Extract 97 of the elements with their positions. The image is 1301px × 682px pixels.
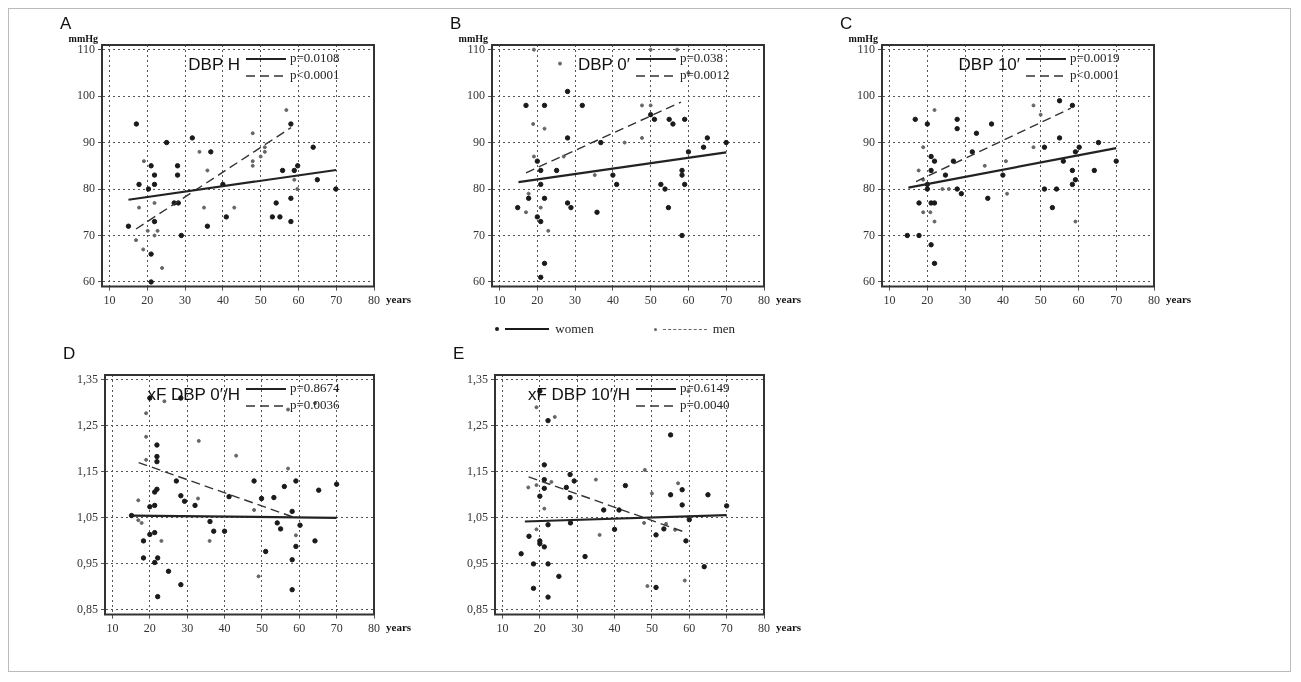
- x-tick-label: 10: [496, 620, 509, 635]
- chart-title: A: [60, 14, 72, 34]
- x-tick-label: 30: [959, 292, 972, 307]
- chart-title: D: [63, 344, 76, 364]
- y-axis-title: mmHg: [68, 32, 98, 44]
- x-tick-label: 20: [533, 620, 546, 635]
- chart-title: E: [453, 344, 465, 364]
- y-tick-label: 60: [863, 274, 875, 289]
- x-tick-label: 20: [143, 620, 156, 635]
- y-tick-label: 100: [467, 88, 485, 103]
- y-tick-label: 100: [77, 88, 95, 103]
- x-axis-title: years: [386, 620, 412, 633]
- x-tick-label: 10: [493, 292, 506, 307]
- x-tick-label: 50: [645, 620, 658, 635]
- y-tick-label: 1,35: [467, 371, 488, 386]
- x-tick-label: 40: [606, 292, 619, 307]
- legend-label: p=0.0012: [680, 67, 730, 83]
- y-axis-title: mmHg: [458, 32, 488, 44]
- x-tick-label: 60: [682, 292, 695, 307]
- x-tick-label: 50: [254, 292, 267, 307]
- legend-label: men: [712, 321, 736, 337]
- y-tick-label: 1,05: [467, 509, 488, 524]
- x-tick-label: 80: [368, 620, 380, 635]
- x-tick-label: 80: [368, 292, 380, 307]
- x-axis-title: years: [1166, 292, 1192, 305]
- x-tick-label: 50: [255, 620, 268, 635]
- x-tick-label: 30: [569, 292, 582, 307]
- y-tick-label: 60: [473, 274, 485, 289]
- x-tick-label: 80: [1148, 292, 1160, 307]
- y-tick-label: 1,35: [77, 371, 98, 386]
- x-axis-title: years: [776, 292, 802, 305]
- y-tick-label: 90: [473, 134, 485, 149]
- text: DBP 10′: [958, 54, 1020, 74]
- x-tick-label: 80: [758, 292, 770, 307]
- text: xF DBP 0′/H: [147, 384, 240, 404]
- chart-title: B: [450, 14, 462, 34]
- x-tick-label: 70: [330, 620, 343, 635]
- x-tick-label: 30: [181, 620, 194, 635]
- x-tick-label: 10: [106, 620, 119, 635]
- y-tick-label: 0,95: [77, 556, 98, 571]
- x-tick-label: 20: [531, 292, 544, 307]
- x-tick-label: 10: [103, 292, 116, 307]
- x-tick-label: 60: [683, 620, 696, 635]
- x-tick-label: 70: [330, 292, 343, 307]
- x-tick-label: 70: [720, 620, 733, 635]
- y-tick-label: 60: [83, 274, 95, 289]
- y-axis-title: mmHg: [848, 32, 878, 44]
- y-tick-label: 80: [863, 181, 875, 196]
- y-tick-label: 100: [857, 88, 875, 103]
- x-tick-label: 60: [1072, 292, 1085, 307]
- y-tick-label: 70: [863, 227, 875, 242]
- legend-label: p<0.0001: [1070, 67, 1120, 83]
- x-tick-label: 30: [571, 620, 584, 635]
- x-tick-label: 70: [1110, 292, 1123, 307]
- x-tick-label: 40: [608, 620, 621, 635]
- x-tick-label: 30: [179, 292, 192, 307]
- legend-label: p=0.8674: [290, 380, 341, 396]
- text: DBP H: [188, 54, 240, 74]
- x-tick-label: 40: [996, 292, 1009, 307]
- x-tick-label: 70: [720, 292, 733, 307]
- y-tick-label: 0,85: [77, 602, 98, 617]
- y-tick-label: 0,85: [467, 602, 488, 617]
- y-tick-label: 1,25: [467, 417, 488, 432]
- legend-label: p<0.0001: [290, 67, 340, 83]
- y-tick-label: 1,25: [77, 417, 98, 432]
- legend-label: women: [555, 321, 594, 337]
- x-tick-label: 50: [1034, 292, 1047, 307]
- x-tick-label: 80: [758, 620, 770, 635]
- x-axis-title: years: [776, 620, 802, 633]
- y-tick-label: 80: [83, 181, 95, 196]
- x-tick-label: 40: [216, 292, 229, 307]
- y-tick-label: 90: [863, 134, 875, 149]
- legend-label: p=0.6149: [680, 380, 730, 396]
- x-tick-label: 10: [883, 292, 896, 307]
- y-tick-label: 1,05: [77, 509, 98, 524]
- y-tick-label: 90: [83, 134, 95, 149]
- x-tick-label: 60: [292, 292, 305, 307]
- y-tick-label: 70: [83, 227, 95, 242]
- y-tick-label: 70: [473, 227, 485, 242]
- x-axis-title: years: [386, 292, 412, 305]
- legend-label: p=0.0108: [290, 50, 340, 66]
- text: DBP 0′: [577, 54, 630, 74]
- legend-label: p=0.0036: [290, 397, 341, 413]
- x-tick-label: 20: [141, 292, 154, 307]
- text: xF DBP 10′/H: [527, 384, 630, 404]
- x-tick-label: 40: [218, 620, 231, 635]
- x-tick-label: 20: [921, 292, 934, 307]
- x-tick-label: 60: [293, 620, 306, 635]
- x-tick-label: 50: [644, 292, 657, 307]
- legend-label: p=0.0040: [680, 397, 730, 413]
- legend-label: p=0.0019: [1070, 50, 1120, 66]
- y-tick-label: 1,15: [77, 463, 98, 478]
- y-tick-label: 1,15: [467, 463, 488, 478]
- y-tick-label: 80: [473, 181, 485, 196]
- legend-label: p=0.038: [680, 50, 724, 66]
- chart-title: C: [840, 14, 853, 34]
- y-tick-label: 0,95: [467, 556, 488, 571]
